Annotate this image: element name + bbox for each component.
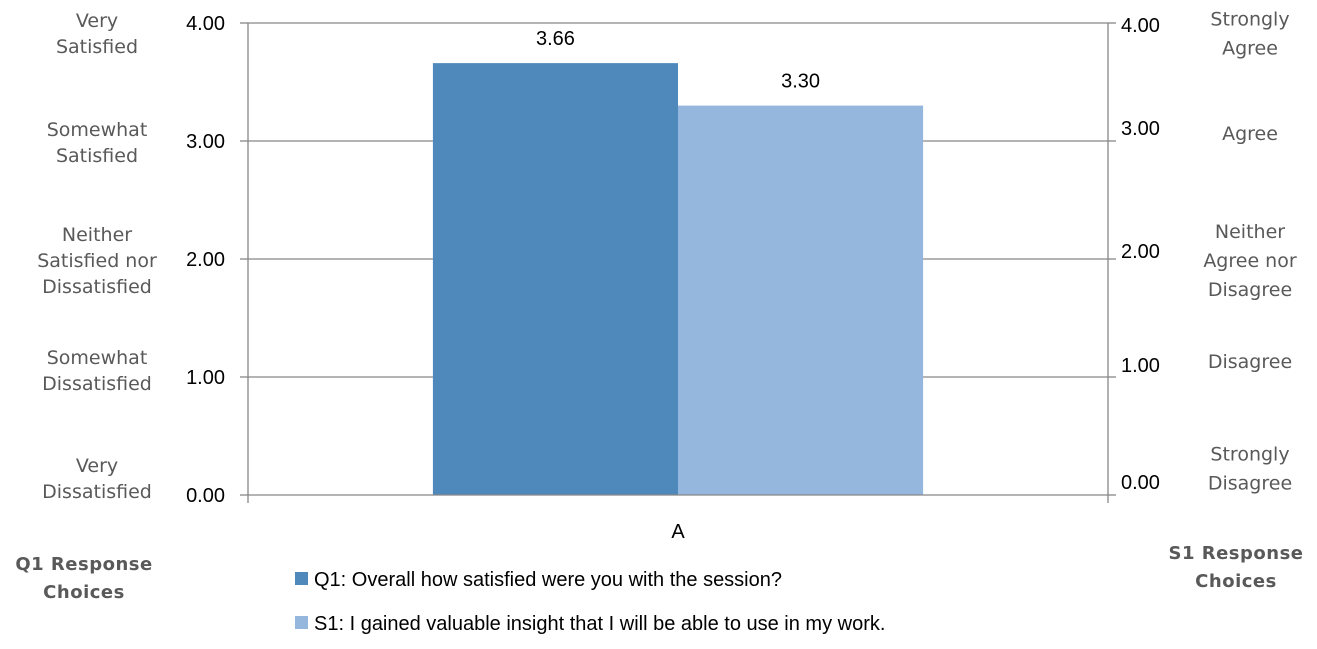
right-response-choice: Disagree [1208, 279, 1292, 301]
left-response-choice: Somewhat [47, 347, 148, 369]
left-response-choice: Dissatisfied [42, 481, 152, 503]
right-response-choice: Disagree [1208, 351, 1292, 373]
axes [240, 22, 1116, 503]
right-tick-label: 3.00 [1121, 118, 1160, 140]
left-tick-label: 4.00 [186, 13, 225, 35]
legend-label: S1: I gained valuable insight that I wil… [314, 613, 885, 635]
legend-swatch [295, 572, 308, 585]
right-tick-label: 0.00 [1121, 472, 1160, 494]
left-axis-title: Q1 Response [15, 554, 152, 575]
right-response-choice: Neither [1215, 221, 1285, 243]
legend-label: Q1: Overall how satisfied were you with … [314, 569, 782, 591]
labels: 3.66 3.30 0.00 1.00 2.00 3.00 4.00 0.00 1.00 2.00… [15, 9, 1303, 604]
left-response-choice: Very [76, 455, 118, 477]
data-label: 3.66 [536, 28, 575, 50]
right-tick-label: 1.00 [1121, 355, 1160, 377]
left-response-choice: Dissatisfied [42, 373, 152, 395]
right-response-choice: Strongly [1210, 9, 1289, 31]
left-response-choice: Very [76, 10, 118, 32]
left-axis-title: Choices [43, 582, 125, 603]
category-label: A [671, 521, 685, 543]
left-tick-label: 0.00 [186, 485, 225, 507]
left-response-choice: Neither [62, 224, 132, 246]
left-tick-label: 1.00 [186, 367, 225, 389]
legend-swatch [295, 616, 308, 629]
data-label: 3.30 [781, 71, 820, 93]
right-response-choice: Strongly [1210, 444, 1289, 466]
bar-s1 [678, 105, 924, 495]
left-response-choice: Satisfied nor [37, 250, 157, 272]
right-response-choice: Agree [1222, 123, 1278, 145]
right-response-choice: Agree [1222, 38, 1278, 60]
left-tick-label: 3.00 [186, 131, 225, 153]
left-response-choice: Satisfied [56, 36, 138, 58]
left-tick-label: 2.00 [186, 249, 225, 271]
bars [432, 63, 924, 496]
right-axis-title: Choices [1195, 571, 1277, 592]
left-response-choice: Somewhat [47, 119, 148, 141]
right-tick-label: 4.00 [1121, 15, 1160, 37]
right-tick-label: 2.00 [1121, 241, 1160, 263]
left-response-choice: Satisfied [56, 145, 138, 167]
left-response-choice: Dissatisfied [42, 276, 152, 298]
right-response-choice: Agree nor [1203, 250, 1297, 272]
bar-q1 [432, 63, 678, 496]
right-axis-title: S1 Response [1168, 543, 1303, 564]
legend: Q1: Overall how satisfied were you with … [295, 569, 885, 635]
right-response-choice: Disagree [1208, 473, 1292, 495]
